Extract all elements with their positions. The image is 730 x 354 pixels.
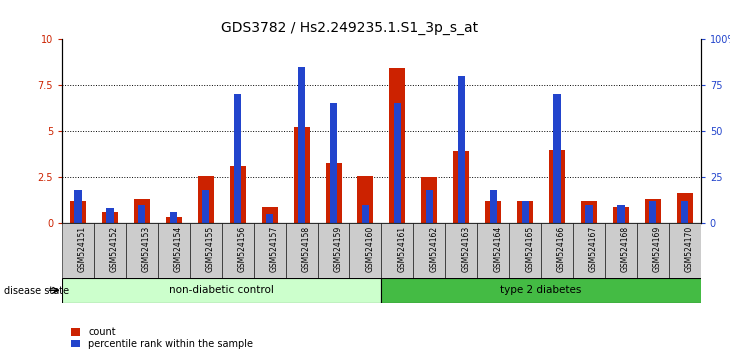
Bar: [198, 176, 214, 223]
Bar: [573, 223, 605, 278]
Bar: [453, 151, 469, 223]
Bar: [62, 223, 94, 278]
Bar: [389, 68, 405, 223]
Bar: [330, 103, 337, 223]
Bar: [645, 199, 661, 223]
Text: GSM524161: GSM524161: [397, 226, 407, 272]
Bar: [649, 201, 656, 223]
Bar: [74, 190, 82, 223]
Bar: [134, 199, 150, 223]
Bar: [170, 212, 177, 223]
Text: GSM524162: GSM524162: [429, 226, 438, 272]
Text: GSM524170: GSM524170: [685, 226, 694, 272]
Bar: [230, 166, 246, 223]
Bar: [517, 201, 533, 223]
Text: GSM524154: GSM524154: [174, 226, 182, 272]
Text: GSM524153: GSM524153: [142, 226, 151, 272]
Bar: [669, 223, 701, 278]
Bar: [158, 223, 190, 278]
Bar: [510, 223, 541, 278]
Bar: [381, 223, 413, 278]
Bar: [358, 176, 374, 223]
Text: GSM524157: GSM524157: [269, 226, 279, 272]
Bar: [138, 205, 145, 223]
Text: GSM524160: GSM524160: [366, 226, 374, 272]
Text: disease state: disease state: [4, 286, 69, 296]
Text: GSM524166: GSM524166: [557, 226, 566, 272]
Text: non-diabetic control: non-diabetic control: [169, 285, 274, 295]
Bar: [298, 67, 305, 223]
Bar: [477, 223, 510, 278]
Bar: [202, 190, 210, 223]
Bar: [605, 223, 637, 278]
Bar: [62, 278, 381, 303]
Bar: [222, 223, 254, 278]
Bar: [677, 193, 693, 223]
Bar: [293, 127, 310, 223]
Legend: count, percentile rank within the sample: count, percentile rank within the sample: [71, 327, 253, 349]
Bar: [458, 76, 465, 223]
Bar: [549, 150, 565, 223]
Text: GSM524168: GSM524168: [621, 226, 630, 272]
Bar: [445, 223, 477, 278]
Bar: [393, 103, 401, 223]
Bar: [413, 223, 445, 278]
Bar: [490, 190, 497, 223]
Bar: [381, 278, 717, 303]
Text: GSM524163: GSM524163: [461, 226, 470, 272]
Text: GSM524169: GSM524169: [653, 226, 662, 272]
Bar: [362, 205, 369, 223]
Bar: [585, 205, 593, 223]
Text: GSM524152: GSM524152: [110, 226, 119, 272]
Text: GSM524156: GSM524156: [238, 226, 247, 272]
Text: GSM524165: GSM524165: [525, 226, 534, 272]
Bar: [254, 223, 285, 278]
Bar: [613, 207, 629, 223]
Bar: [266, 214, 273, 223]
Text: GSM524151: GSM524151: [78, 226, 87, 272]
Text: GSM524155: GSM524155: [206, 226, 215, 272]
Bar: [521, 201, 529, 223]
Bar: [234, 94, 242, 223]
Bar: [318, 223, 350, 278]
Bar: [126, 223, 158, 278]
Bar: [637, 223, 669, 278]
Bar: [350, 223, 381, 278]
Bar: [94, 223, 126, 278]
Text: type 2 diabetes: type 2 diabetes: [501, 285, 582, 295]
Text: GSM524167: GSM524167: [589, 226, 598, 272]
Bar: [261, 207, 277, 223]
Text: GSM524164: GSM524164: [493, 226, 502, 272]
Bar: [166, 217, 182, 223]
Bar: [421, 177, 437, 223]
Bar: [426, 190, 433, 223]
Bar: [485, 201, 502, 223]
Bar: [681, 201, 688, 223]
Bar: [285, 223, 318, 278]
Title: GDS3782 / Hs2.249235.1.S1_3p_s_at: GDS3782 / Hs2.249235.1.S1_3p_s_at: [221, 21, 478, 35]
Bar: [190, 223, 222, 278]
Bar: [70, 201, 86, 223]
Text: GSM524159: GSM524159: [334, 226, 342, 272]
Bar: [107, 208, 114, 223]
Bar: [102, 212, 118, 223]
Bar: [553, 94, 561, 223]
Bar: [541, 223, 573, 278]
Bar: [581, 201, 597, 223]
Bar: [618, 205, 625, 223]
Bar: [326, 163, 342, 223]
Text: GSM524158: GSM524158: [301, 226, 310, 272]
